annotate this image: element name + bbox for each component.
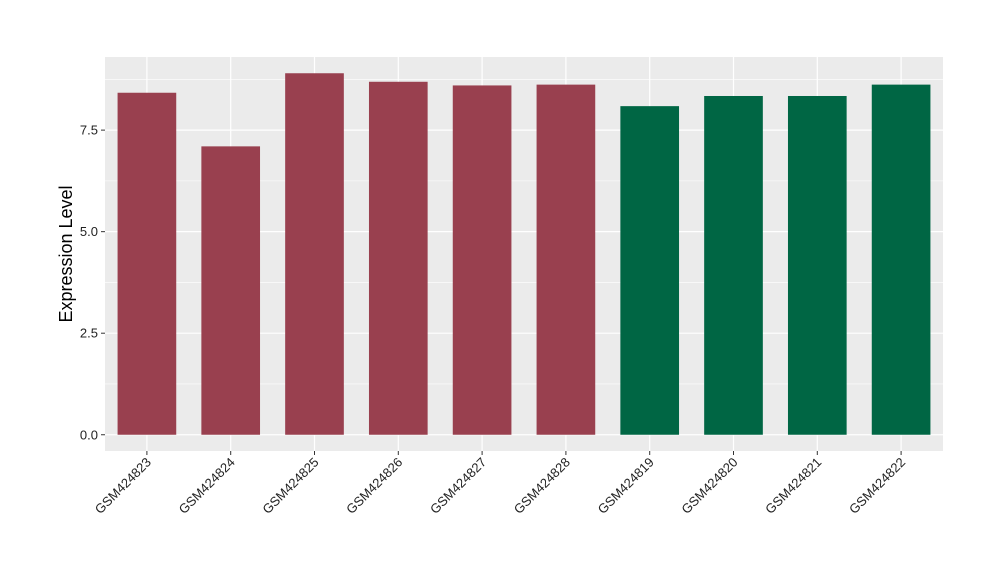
bars (117, 73, 931, 435)
x-axis: GSM424823 GSM424824 GSM424825 GSM424826 GSM4… (92, 451, 908, 517)
x-tick-label: GSM424826 (343, 455, 405, 517)
y-axis: 0.0 2.5 5.0 7.5 (80, 123, 105, 442)
x-tick-label: GSM424828 (511, 455, 573, 517)
x-tick-label: GSM424822 (846, 455, 908, 517)
y-tick-label: 2.5 (80, 326, 98, 341)
x-tick-label: GSM424827 (427, 455, 489, 517)
x-tick-label: GSM424824 (176, 455, 238, 517)
bar (452, 85, 512, 435)
bar (704, 95, 763, 435)
bar (871, 84, 931, 435)
bar (368, 81, 428, 435)
x-tick-label: GSM424819 (595, 455, 657, 517)
x-tick-label: GSM424823 (92, 455, 154, 517)
y-tick-label: 7.5 (80, 123, 98, 138)
x-tick-label: GSM424821 (762, 455, 824, 517)
bar (787, 95, 847, 435)
bar (201, 146, 261, 435)
bar (285, 73, 344, 435)
y-tick-label: 0.0 (80, 427, 98, 442)
x-tick-label: GSM424825 (259, 455, 321, 517)
y-axis-title: Expression Level (56, 185, 76, 322)
bar (536, 84, 596, 435)
bar (620, 106, 680, 435)
y-tick-label: 5.0 (80, 224, 98, 239)
bar (117, 92, 177, 435)
x-tick-label: GSM424820 (678, 455, 740, 517)
